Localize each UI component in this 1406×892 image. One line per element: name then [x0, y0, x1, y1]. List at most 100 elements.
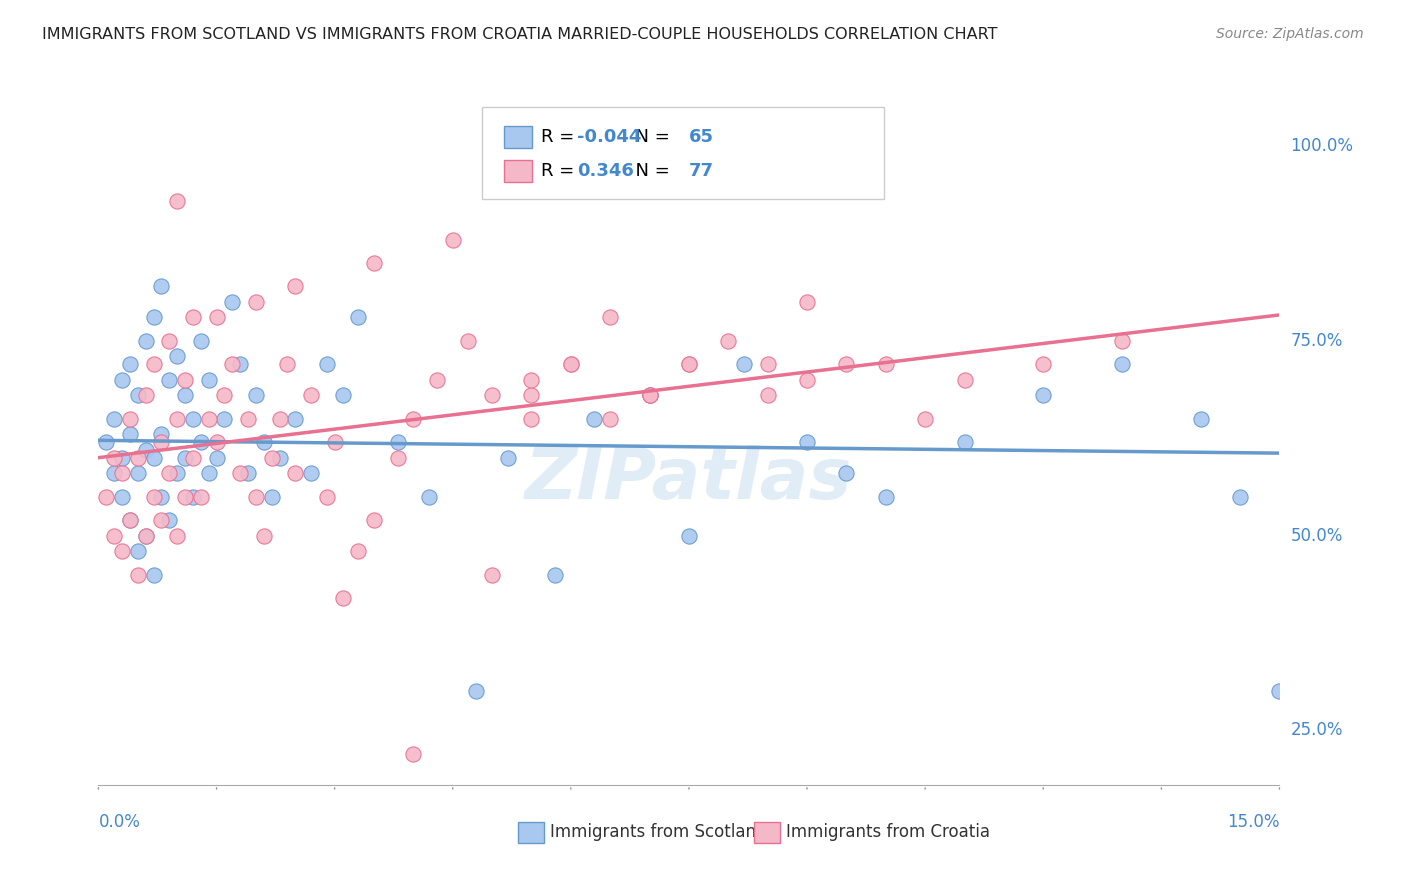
Point: [756, 388, 779, 402]
FancyBboxPatch shape: [517, 822, 544, 843]
Point: [214, 388, 236, 402]
Point: [1229, 490, 1251, 504]
Point: [118, 427, 141, 442]
Text: Immigrants from Scotland: Immigrants from Scotland: [550, 823, 766, 841]
Point: [402, 747, 425, 761]
Point: [166, 350, 188, 364]
Point: [214, 411, 236, 425]
Point: [402, 411, 425, 425]
Point: [953, 373, 976, 387]
Point: [260, 450, 283, 465]
Point: [166, 467, 188, 481]
Point: [875, 490, 897, 504]
Point: [245, 294, 267, 309]
Point: [1032, 357, 1054, 371]
Point: [299, 388, 322, 402]
Point: [111, 544, 134, 558]
Point: [678, 357, 700, 371]
Point: [1032, 388, 1054, 402]
Point: [796, 435, 818, 450]
Point: [157, 334, 180, 348]
Text: IMMIGRANTS FROM SCOTLAND VS IMMIGRANTS FROM CROATIA MARRIED-COUPLE HOUSEHOLDS CO: IMMIGRANTS FROM SCOTLAND VS IMMIGRANTS F…: [42, 27, 998, 42]
Point: [756, 357, 779, 371]
Point: [323, 435, 346, 450]
Text: N =: N =: [624, 128, 675, 146]
Point: [599, 411, 621, 425]
Point: [205, 310, 228, 325]
Point: [118, 411, 141, 425]
Point: [441, 233, 464, 247]
Point: [520, 373, 543, 387]
Point: [835, 467, 858, 481]
Point: [733, 357, 755, 371]
Point: [150, 490, 173, 504]
Text: -0.044: -0.044: [576, 128, 641, 146]
Point: [190, 490, 212, 504]
Text: 0.0%: 0.0%: [98, 813, 141, 830]
Point: [299, 467, 322, 481]
Text: 15.0%: 15.0%: [1227, 813, 1279, 830]
Text: 77: 77: [689, 161, 714, 180]
Point: [481, 388, 503, 402]
Text: 0.346: 0.346: [576, 161, 634, 180]
Point: [111, 373, 134, 387]
Point: [284, 411, 307, 425]
FancyBboxPatch shape: [482, 107, 884, 199]
Text: 100.0%: 100.0%: [1291, 137, 1354, 155]
Point: [190, 435, 212, 450]
Point: [544, 567, 567, 582]
Point: [315, 490, 337, 504]
Point: [1268, 684, 1291, 698]
FancyBboxPatch shape: [503, 126, 531, 148]
Point: [276, 357, 298, 371]
Point: [520, 388, 543, 402]
Point: [181, 490, 204, 504]
Point: [269, 411, 291, 425]
Point: [205, 450, 228, 465]
Point: [678, 528, 700, 542]
Point: [150, 279, 173, 293]
Point: [197, 373, 219, 387]
Point: [638, 388, 661, 402]
Point: [481, 567, 503, 582]
Point: [174, 373, 197, 387]
Point: [560, 357, 582, 371]
Text: 25.0%: 25.0%: [1291, 722, 1343, 739]
Point: [150, 435, 173, 450]
Point: [111, 450, 134, 465]
Point: [221, 357, 243, 371]
Point: [347, 310, 370, 325]
Point: [166, 528, 188, 542]
Point: [205, 435, 228, 450]
Point: [245, 388, 267, 402]
Text: R =: R =: [541, 161, 581, 180]
Point: [118, 513, 141, 527]
Point: [174, 450, 197, 465]
Point: [174, 490, 197, 504]
Point: [245, 490, 267, 504]
Point: [150, 513, 173, 527]
Point: [135, 528, 157, 542]
Point: [953, 435, 976, 450]
Point: [221, 294, 243, 309]
Point: [284, 467, 307, 481]
Point: [315, 357, 337, 371]
Point: [1111, 334, 1133, 348]
Text: Immigrants from Croatia: Immigrants from Croatia: [786, 823, 990, 841]
Point: [236, 411, 259, 425]
Point: [96, 490, 118, 504]
Point: [914, 411, 936, 425]
Point: [638, 388, 661, 402]
Point: [875, 357, 897, 371]
Point: [229, 467, 252, 481]
Point: [796, 373, 818, 387]
Point: [127, 544, 149, 558]
Text: ZIPatlas: ZIPatlas: [526, 445, 852, 515]
Point: [560, 357, 582, 371]
Point: [174, 388, 197, 402]
Point: [284, 279, 307, 293]
Point: [157, 513, 180, 527]
Point: [135, 528, 157, 542]
Point: [269, 450, 291, 465]
Point: [465, 684, 488, 698]
